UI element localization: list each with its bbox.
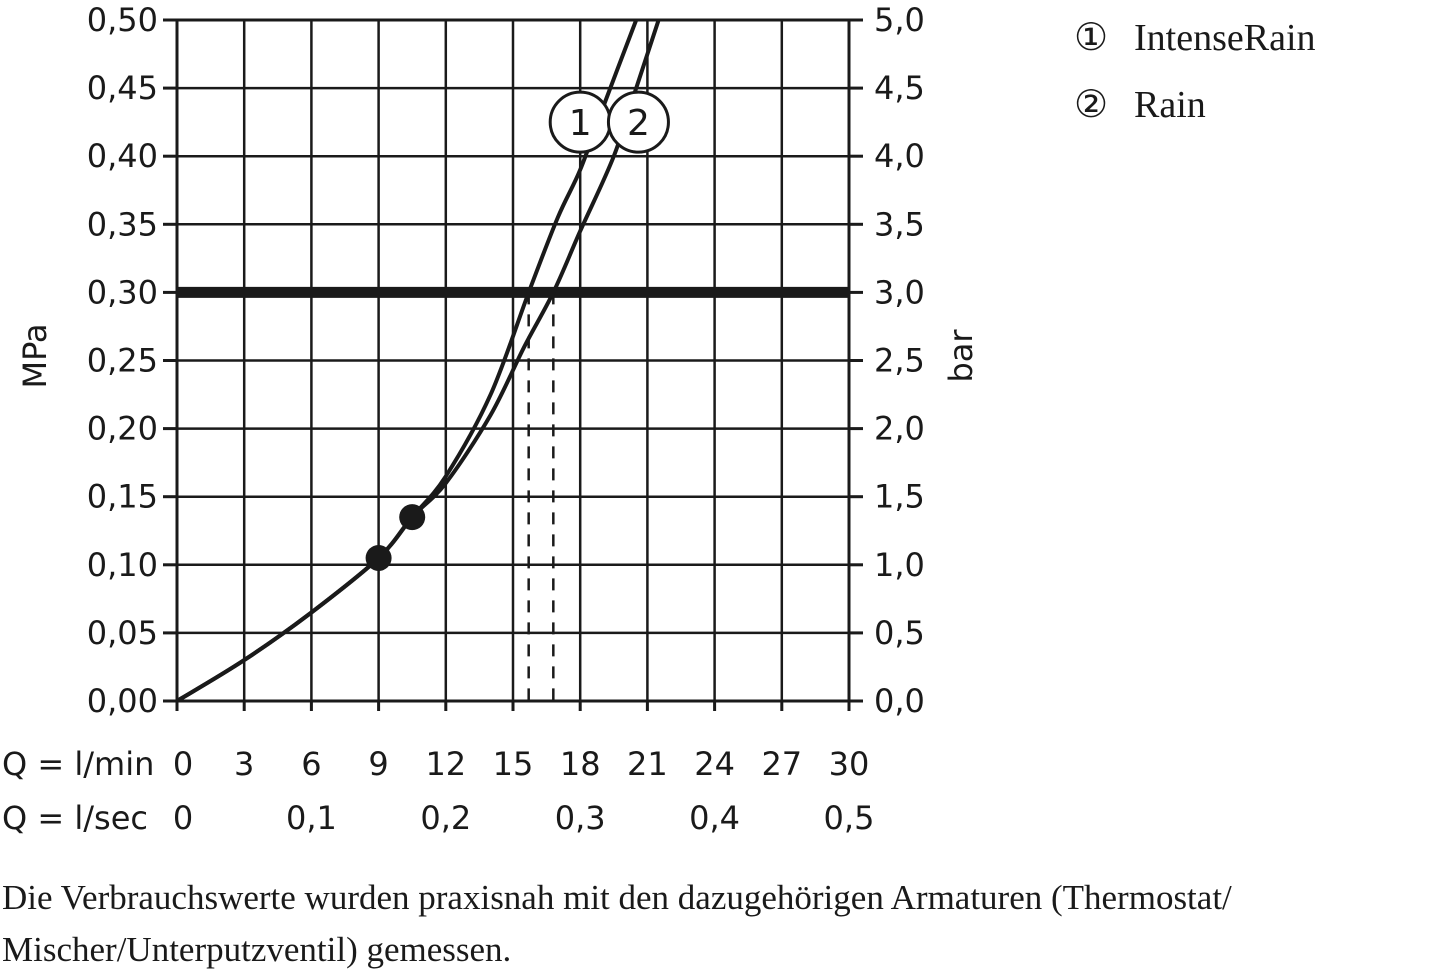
legend-item-intenserain: ① IntenseRain: [1074, 17, 1316, 59]
legend-marker-2: ②: [1074, 84, 1108, 126]
crossing-dashes-group: [527, 292, 555, 701]
series-dot-intenserain: [399, 504, 426, 531]
y-left-tick-label: 0,45: [87, 69, 158, 107]
y-left-tick-label: 0,40: [87, 137, 158, 175]
series-line-rain: [175, 19, 661, 703]
right-axis-ticks: 0,0 0,5 1,0 1,5 2,0 2,5 3,0 3,5 4,0 4,5 5,0: [849, 1, 925, 720]
curve-marker-label: 1: [569, 103, 592, 144]
y-right-tick-label: 0,0: [874, 682, 925, 720]
x-row2-tick-label: 0,4: [689, 799, 740, 837]
y-right-tick-label: 1,0: [874, 546, 925, 584]
y-right-tick-label: 1,5: [874, 478, 925, 516]
y-right-tick-label: 5,0: [874, 1, 925, 39]
y-right-tick-label: 2,5: [874, 342, 925, 380]
x-row1-tick-label: 24: [694, 745, 735, 783]
x-row2-label: Q = l/sec: [2, 799, 148, 837]
legend: ① IntenseRain ② Rain: [1074, 17, 1316, 126]
x-row1-tick-label: 3: [234, 745, 254, 783]
x-row1-tick-label: 9: [368, 745, 388, 783]
y-left-tick-label: 0,20: [87, 410, 158, 448]
y-right-tick-label: 3,0: [874, 273, 925, 311]
x-row1-tick-label: 21: [627, 745, 668, 783]
legend-marker-1: ①: [1074, 17, 1108, 59]
y-left-tick-label: 0,00: [87, 682, 158, 720]
x-row2-tick-label: 0,2: [420, 799, 471, 837]
x-row1-tick-label: 18: [560, 745, 601, 783]
flow-pressure-chart: 0,000,050,100,150,200,250,300,350,400,45…: [2, 1, 1316, 837]
legend-label-rain: Rain: [1134, 84, 1206, 126]
y-left-tick-label: 0,10: [87, 546, 158, 584]
y-right-tick-label: 0,5: [874, 614, 925, 652]
left-axis-ticks: 0,00 0,05 0,10 0,15 0,20 0,25 0,30 0,35 0,40 0,45…: [87, 1, 177, 720]
x-row1-tick-label: 0: [173, 745, 193, 783]
x-row1-tick-label: 27: [761, 745, 802, 783]
y-left-tick-label: 0,30: [87, 273, 158, 311]
series-curves-group: [175, 19, 661, 703]
x-row2-tick-label: 0: [173, 799, 193, 837]
x-row2-tick-label: 0,1: [286, 799, 337, 837]
x-row1-tick-label: 12: [425, 745, 466, 783]
y-left-tick-label: 0,50: [87, 1, 158, 39]
y-right-tick-label: 3,5: [874, 205, 925, 243]
x-axis-ticks: 0 3 6 9 12 15 18 21 24 27 30 0 0,1 0,2 0,3 0,4 0,5: [173, 701, 875, 837]
x-row1-tick-label: 6: [301, 745, 321, 783]
x-row1-tick-label: 15: [493, 745, 534, 783]
curve-marker-circle: [606, 90, 670, 154]
x-row2-tick-label: 0,3: [555, 799, 606, 837]
footnote: Die Verbrauchswerte wurden praxisnah mit…: [2, 878, 1232, 969]
chart-grid: [177, 20, 849, 701]
y-left-tick-label: 0,25: [87, 342, 158, 380]
x-row1-label: Q = l/min: [2, 745, 154, 783]
y-right-tick-label: 4,5: [874, 69, 925, 107]
curve-marker-label: 2: [627, 103, 650, 144]
y-left-tick-label: 0,35: [87, 205, 158, 243]
y-left-tick-label: 0,05: [87, 614, 158, 652]
y-right-axis-label: bar: [942, 329, 980, 383]
y-left-axis-label: MPa: [16, 323, 54, 388]
series-dot-rain: [365, 544, 392, 571]
legend-label-intenserain: IntenseRain: [1134, 17, 1316, 59]
x-row2-tick-label: 0,5: [824, 799, 875, 837]
y-right-tick-label: 4,0: [874, 137, 925, 175]
legend-item-rain: ② Rain: [1074, 84, 1206, 126]
y-right-tick-label: 2,0: [874, 410, 925, 448]
x-row1-tick-label: 30: [829, 745, 870, 783]
y-left-tick-label: 0,15: [87, 478, 158, 516]
